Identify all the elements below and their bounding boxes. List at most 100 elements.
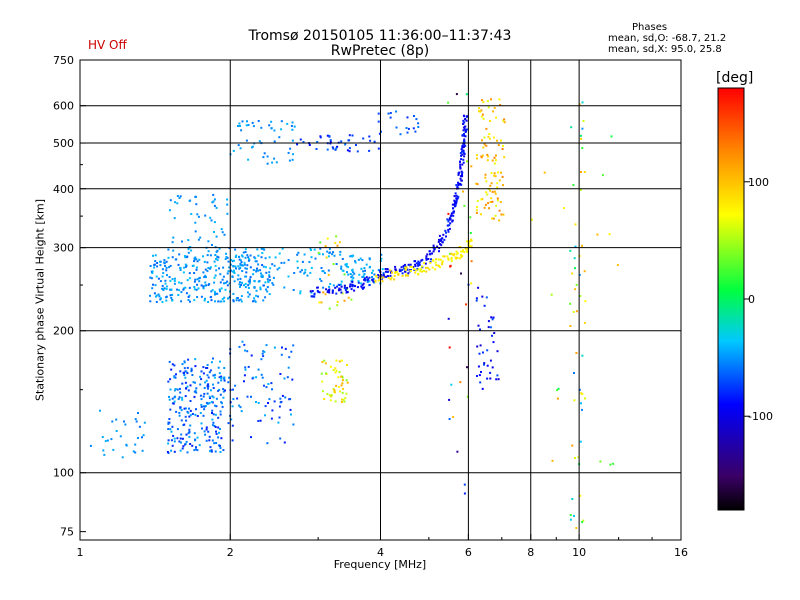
data-point: [176, 437, 179, 440]
data-point: [101, 436, 104, 438]
data-point: [435, 258, 437, 261]
data-point: [161, 301, 164, 303]
data-point: [490, 172, 493, 175]
data-point: [165, 299, 168, 302]
data-point: [460, 272, 462, 275]
data-point: [583, 171, 586, 173]
data-point: [458, 246, 461, 249]
data-point: [496, 197, 499, 200]
data-point: [332, 388, 335, 390]
data-point: [176, 288, 179, 291]
data-point: [212, 387, 215, 389]
data-point: [370, 272, 373, 274]
data-point: [502, 213, 505, 216]
data-point: [347, 296, 350, 299]
data-point: [423, 269, 425, 272]
data-point: [199, 383, 202, 386]
data-point: [218, 267, 220, 270]
data-point: [313, 293, 316, 296]
data-point: [368, 149, 371, 152]
data-point: [151, 287, 154, 290]
data-point: [193, 395, 196, 398]
data-point: [169, 288, 172, 291]
data-point: [485, 127, 488, 130]
data-point: [244, 368, 247, 371]
data-point: [238, 122, 241, 125]
y-tick-label: 300: [53, 242, 74, 255]
data-point: [210, 361, 213, 364]
data-point: [332, 263, 335, 265]
data-point: [386, 268, 389, 271]
data-point: [186, 451, 189, 454]
data-point: [179, 267, 182, 269]
data-point: [477, 324, 480, 327]
data-point: [318, 253, 321, 256]
data-point: [244, 248, 247, 251]
data-point: [463, 133, 465, 135]
data-point: [450, 252, 453, 255]
data-point: [171, 278, 174, 281]
data-point: [420, 259, 423, 262]
data-point: [188, 294, 191, 297]
data-point: [248, 293, 251, 296]
data-point: [243, 284, 245, 287]
data-point: [252, 376, 255, 379]
data-point: [171, 397, 174, 400]
data-point: [206, 269, 209, 272]
data-point: [463, 115, 466, 118]
data-point: [262, 265, 265, 268]
data-point: [289, 147, 292, 150]
data-point: [195, 408, 197, 411]
data-point: [354, 260, 356, 263]
data-point: [179, 406, 182, 409]
data-point: [171, 256, 174, 259]
data-point: [495, 204, 498, 207]
data-point: [378, 269, 381, 272]
data-point: [496, 374, 499, 377]
data-point: [232, 299, 235, 302]
data-point: [574, 245, 577, 248]
data-point: [273, 400, 276, 403]
data-point: [235, 267, 237, 270]
data-point: [322, 286, 325, 289]
data-point: [267, 280, 270, 283]
data-point: [326, 148, 329, 151]
data-point: [345, 392, 348, 395]
data-point: [186, 366, 189, 369]
data-point: [325, 256, 328, 259]
data-point: [448, 217, 451, 220]
data-point: [380, 253, 383, 256]
data-point: [231, 260, 234, 263]
data-point: [449, 218, 452, 221]
data-point: [407, 272, 410, 275]
data-point: [250, 395, 252, 398]
data-point: [581, 521, 584, 524]
data-point: [283, 286, 286, 289]
data-point: [214, 426, 217, 428]
data-point: [238, 281, 241, 284]
data-point: [329, 399, 332, 402]
data-point: [320, 372, 323, 375]
data-point: [345, 290, 348, 293]
data-point: [456, 450, 459, 453]
data-point: [389, 274, 392, 277]
data-point: [382, 272, 385, 275]
data-point: [481, 113, 484, 116]
data-point: [169, 408, 172, 411]
data-point: [196, 283, 199, 286]
data-point: [580, 392, 583, 395]
data-point: [323, 359, 326, 362]
data-point: [335, 359, 338, 362]
data-point: [483, 304, 486, 307]
data-point: [244, 267, 247, 270]
data-point: [226, 212, 229, 215]
data-point: [189, 400, 192, 402]
data-point: [447, 212, 450, 215]
data-point: [181, 437, 184, 440]
data-point: [134, 418, 137, 421]
data-point: [317, 291, 320, 293]
data-point: [431, 252, 433, 255]
data-point: [343, 400, 346, 403]
data-point: [449, 265, 452, 268]
data-point: [167, 248, 170, 251]
